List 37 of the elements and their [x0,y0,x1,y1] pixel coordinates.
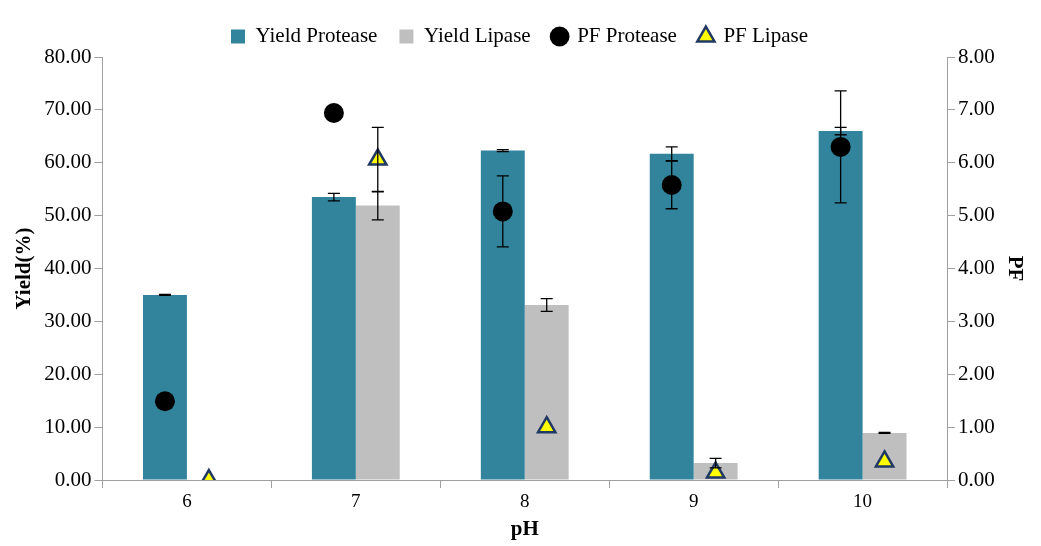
y-axis-title: Yield(%) [11,227,36,310]
y2-axis-title: PF [1003,255,1028,282]
y-tick-label: 40.00 [44,255,92,280]
x-tick-label: 9 [688,490,699,512]
x-tick-label: 7 [351,490,361,512]
x-tick-label: 8 [520,490,530,512]
y-tick-label: 50.00 [44,202,92,227]
bar [649,153,694,480]
legend-label: PF Lipase [723,23,808,48]
bar [818,131,863,480]
y2-tick-label: 8.00 [958,43,995,68]
bar [142,294,187,480]
y-tick-label: 10.00 [44,413,92,438]
y2-tick-label: 4.00 [958,255,995,280]
y2-tick-label: 1.00 [958,413,995,438]
y2-tick-label: 7.00 [958,96,995,121]
y-tick-label: 0.00 [54,466,92,491]
y-tick-label: 20.00 [44,360,92,385]
y2-tick-label: 6.00 [958,149,995,174]
legend-label: PF Protease [577,23,677,48]
y-tick-label: 80.00 [44,43,92,68]
y-tick-label: 30.00 [44,307,92,332]
x-tick-label: 10 [853,490,873,512]
bar [355,205,400,480]
bar [480,150,525,480]
bar [524,304,569,480]
y-tick-label: 60.00 [44,149,92,174]
x-axis-title: pH [510,515,539,540]
bar [311,197,356,480]
y2-tick-label: 0.00 [958,466,995,491]
x-tick-label: 6 [182,490,192,512]
y2-tick-label: 3.00 [958,307,995,332]
legend-label: Yield Lipase [423,23,531,48]
legend-label: Yield Protease [255,23,378,48]
y2-tick-label: 2.00 [958,360,995,385]
y2-tick-label: 5.00 [958,202,995,227]
y-tick-label: 70.00 [44,96,92,121]
